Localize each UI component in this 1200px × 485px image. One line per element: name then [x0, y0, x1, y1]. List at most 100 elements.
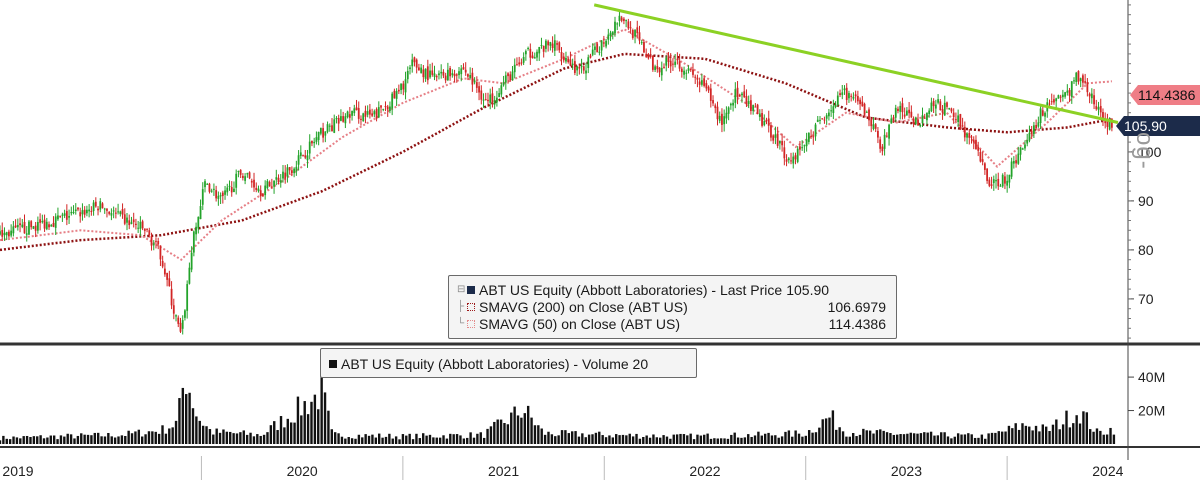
candle-body [328, 125, 331, 127]
candle-body [594, 46, 596, 50]
volume-bar [323, 392, 327, 444]
volume-bar [940, 432, 943, 444]
volume-bar [543, 434, 547, 444]
volume-bar [56, 439, 59, 444]
candle-body [522, 56, 525, 63]
volume-bar [777, 437, 780, 444]
candle-body [464, 69, 467, 73]
candle-body [529, 48, 532, 58]
volume-bar [1048, 431, 1051, 444]
volume-bar [896, 434, 899, 444]
candle-body [910, 111, 913, 118]
candle-body [569, 59, 572, 66]
candle-body [433, 73, 436, 77]
candle-body [429, 70, 431, 78]
candle-body [16, 225, 19, 228]
candle-body [235, 173, 238, 188]
volume-bar [381, 437, 384, 444]
candle-body [54, 216, 57, 228]
candle-body [28, 221, 30, 235]
candle-body [618, 15, 621, 21]
candle-body [663, 66, 665, 68]
volume-bar [1007, 425, 1011, 444]
volume-bar [716, 438, 719, 444]
volume-bar [997, 431, 1000, 444]
candle-body [656, 66, 659, 70]
volume-bar [994, 432, 997, 444]
volume-bar [923, 432, 926, 444]
candle-body [600, 40, 603, 51]
volume-y-tick-label: 20M [1138, 403, 1165, 419]
volume-bar [1078, 423, 1082, 444]
candle-body [810, 135, 812, 137]
candle-body [132, 219, 135, 223]
candle-body [589, 55, 592, 58]
candle-body [694, 76, 697, 78]
candle-body [946, 102, 948, 107]
last-price-flag: 105.90 [1116, 116, 1200, 136]
volume-bar [59, 435, 63, 444]
volume-bar [977, 437, 980, 444]
x-tick-label: 2023 [891, 463, 922, 479]
candle-body [807, 132, 810, 142]
volume-bar [679, 433, 682, 444]
candle-body [264, 185, 267, 196]
candle-body [919, 125, 922, 127]
volume-bar [1092, 431, 1095, 444]
candle-body [863, 103, 866, 115]
candle-body [839, 93, 841, 95]
candle-body [721, 113, 723, 125]
candle-body [836, 95, 839, 105]
volume-bar [1089, 429, 1092, 444]
candle-body [1021, 148, 1024, 150]
volume-bar [520, 417, 523, 444]
volume-bar [432, 437, 435, 444]
candle-body [382, 108, 385, 110]
candle-body [672, 63, 674, 65]
candle-body [340, 116, 342, 121]
candle-body [308, 141, 311, 154]
volume-bar [415, 433, 418, 444]
volume-bar [845, 436, 848, 444]
candle-body [540, 45, 543, 47]
volume-bar [608, 435, 611, 444]
volume-bar [394, 436, 398, 444]
volume-bar [736, 437, 740, 444]
volume-bar [90, 435, 93, 444]
candle-body [623, 18, 625, 21]
candle-body [250, 180, 253, 183]
volume-bar [2, 435, 5, 444]
candle-body [629, 27, 632, 29]
volume-bar [882, 430, 885, 444]
candle-body [221, 192, 224, 197]
candle-body [103, 208, 106, 210]
candle-body [279, 180, 282, 183]
candle-body [926, 112, 928, 121]
candle-body [364, 110, 367, 117]
candle-body [197, 216, 200, 229]
candle-body [747, 101, 750, 105]
candle-body [293, 168, 296, 174]
candle-body [870, 119, 873, 127]
candle-body [126, 217, 128, 223]
candle-body [536, 51, 538, 58]
volume-bar [750, 436, 753, 444]
volume-bar [709, 438, 713, 444]
volume-bar [1031, 430, 1034, 444]
legend-tree-icon: └ [457, 318, 465, 329]
candle-body [538, 46, 541, 54]
candle-body [874, 124, 877, 129]
candle-body [65, 211, 68, 220]
candle-body [843, 88, 846, 91]
candle-body [819, 119, 821, 121]
candle-body [57, 215, 59, 220]
candle-body [491, 93, 494, 103]
candle-body [237, 171, 240, 173]
volume-bar [279, 416, 283, 444]
volume-bar [411, 439, 415, 444]
volume-bar [567, 433, 570, 444]
volume-bar [229, 431, 232, 444]
x-tick-label: 2021 [488, 463, 519, 479]
volume-bar [642, 436, 645, 444]
volume-bar [449, 433, 452, 444]
